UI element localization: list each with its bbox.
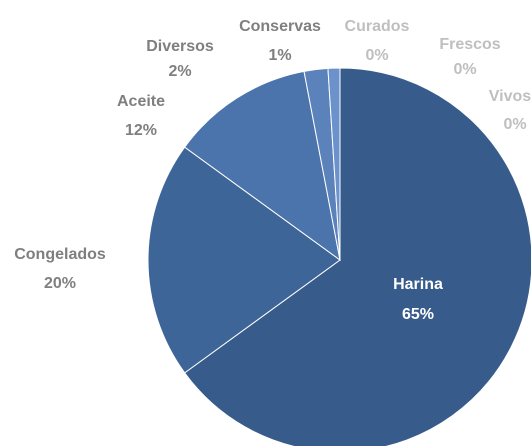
slice-value-label: 0%	[503, 116, 526, 133]
slice-label: Conservas	[239, 18, 321, 35]
slice-value-label: 20%	[44, 275, 76, 292]
pie-slice	[147, 146, 341, 374]
slice-label: Congelados	[14, 246, 106, 263]
slice-value-label: 65%	[402, 306, 434, 323]
slice-value-label: 0%	[365, 47, 388, 64]
slice-value-label: 0%	[453, 61, 476, 78]
slice-label: Diversos	[146, 38, 214, 55]
slice-value-label: 12%	[125, 122, 157, 139]
slice-value-label: 1%	[268, 47, 291, 64]
slice-label: Vivos	[489, 88, 531, 105]
slice-label: Frescos	[439, 36, 500, 53]
slice-label: Curados	[345, 18, 410, 35]
slice-value-label: 2%	[168, 63, 191, 80]
pie-slice	[183, 70, 341, 262]
slice-label: Aceite	[117, 93, 165, 110]
slice-label: Harina	[393, 276, 443, 293]
pie-slice	[183, 67, 531, 446]
